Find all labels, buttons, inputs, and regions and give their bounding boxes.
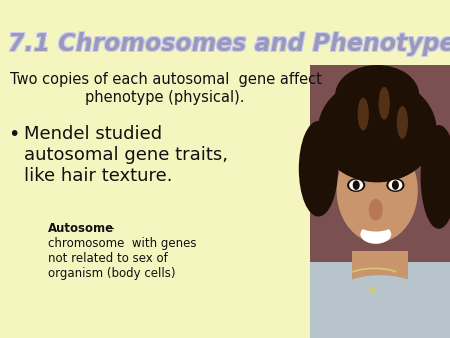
Ellipse shape bbox=[360, 221, 391, 232]
Ellipse shape bbox=[369, 199, 383, 221]
Text: 7.1 Chromosomes and Phenotype: 7.1 Chromosomes and Phenotype bbox=[7, 33, 450, 57]
Ellipse shape bbox=[421, 125, 450, 229]
Text: 7.1 Chromosomes and Phenotype: 7.1 Chromosomes and Phenotype bbox=[8, 31, 450, 55]
FancyBboxPatch shape bbox=[352, 251, 408, 283]
Ellipse shape bbox=[317, 275, 443, 338]
Text: Mendel studied: Mendel studied bbox=[24, 125, 162, 143]
Text: 7.1 Chromosomes and Phenotype: 7.1 Chromosomes and Phenotype bbox=[9, 31, 450, 55]
Text: organism (body cells): organism (body cells) bbox=[48, 267, 176, 280]
Text: 7.1 Chromosomes and Phenotype: 7.1 Chromosomes and Phenotype bbox=[7, 31, 450, 55]
Ellipse shape bbox=[360, 225, 391, 244]
FancyBboxPatch shape bbox=[310, 65, 450, 262]
Text: 7.1 Chromosomes and Phenotype: 7.1 Chromosomes and Phenotype bbox=[8, 33, 450, 57]
Ellipse shape bbox=[347, 178, 365, 192]
Text: 7.1 Chromosomes and Phenotype: 7.1 Chromosomes and Phenotype bbox=[9, 32, 450, 56]
Text: 7.1 Chromosomes and Phenotype: 7.1 Chromosomes and Phenotype bbox=[9, 33, 450, 57]
Text: phenotype (physical).: phenotype (physical). bbox=[85, 90, 244, 105]
Ellipse shape bbox=[392, 180, 399, 190]
Ellipse shape bbox=[299, 121, 338, 217]
Text: like hair texture.: like hair texture. bbox=[24, 167, 172, 185]
Ellipse shape bbox=[341, 144, 414, 204]
Ellipse shape bbox=[337, 139, 418, 242]
Ellipse shape bbox=[349, 180, 363, 191]
Ellipse shape bbox=[353, 180, 360, 190]
Ellipse shape bbox=[386, 178, 405, 192]
Ellipse shape bbox=[388, 180, 402, 191]
Text: Two copies of each autosomal  gene affect: Two copies of each autosomal gene affect bbox=[10, 72, 322, 87]
Text: •: • bbox=[8, 125, 19, 144]
Ellipse shape bbox=[358, 98, 369, 130]
Text: not related to sex of: not related to sex of bbox=[48, 252, 168, 265]
Ellipse shape bbox=[378, 87, 390, 120]
Text: chromosome  with genes: chromosome with genes bbox=[48, 237, 197, 250]
Text: autosomal gene traits,: autosomal gene traits, bbox=[24, 146, 228, 164]
Text: 7.1 Chromosomes and Phenotype: 7.1 Chromosomes and Phenotype bbox=[7, 32, 450, 56]
Ellipse shape bbox=[335, 65, 419, 125]
FancyBboxPatch shape bbox=[310, 262, 450, 338]
Ellipse shape bbox=[397, 106, 408, 139]
Text: Autosome: Autosome bbox=[48, 222, 114, 235]
Text: –: – bbox=[105, 222, 115, 235]
Ellipse shape bbox=[318, 79, 436, 183]
Text: 7.1 Chromosomes and Phenotype: 7.1 Chromosomes and Phenotype bbox=[8, 32, 450, 56]
